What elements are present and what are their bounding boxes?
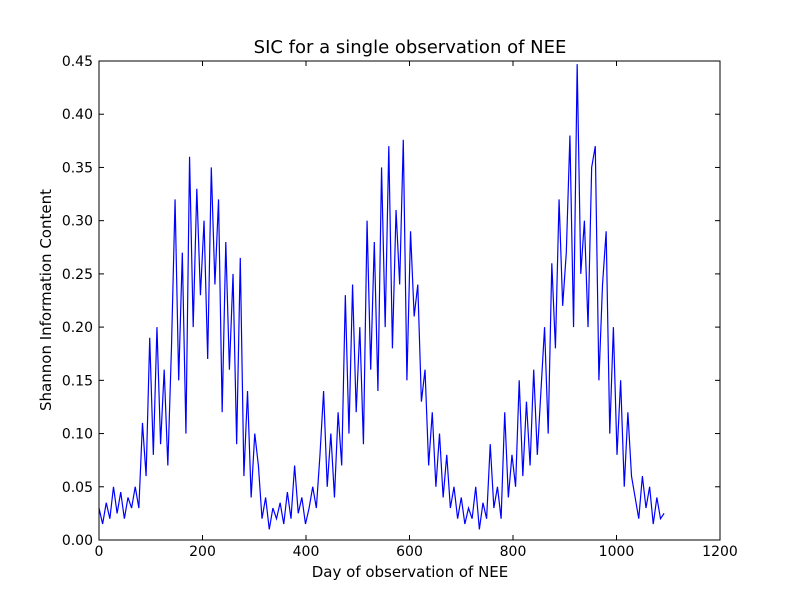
y-tick-label: 0.00 bbox=[62, 533, 93, 549]
y-tick-label: 0.15 bbox=[62, 373, 93, 389]
y-tick-label: 0.40 bbox=[62, 107, 93, 123]
x-tick-label: 400 bbox=[293, 544, 320, 560]
y-tick-label: 0.05 bbox=[62, 480, 93, 496]
x-tick-label: 800 bbox=[500, 544, 527, 560]
y-tick-label: 0.35 bbox=[62, 160, 93, 176]
line bbox=[98, 64, 665, 530]
chart-title: SIC for a single observation of NEE bbox=[254, 37, 567, 58]
y-tick-label: 0.10 bbox=[62, 427, 93, 443]
y-tick-label: 0.45 bbox=[62, 54, 93, 70]
x-tick-label: 1200 bbox=[702, 544, 738, 560]
y-tick-label: 0.20 bbox=[62, 320, 93, 336]
x-axis-label: Day of observation of NEE bbox=[312, 563, 509, 581]
x-tick-label: 1000 bbox=[599, 544, 635, 560]
y-tick-label: 0.25 bbox=[62, 267, 93, 283]
y-tick-label: 0.30 bbox=[62, 214, 93, 230]
x-tick-label: 600 bbox=[396, 544, 423, 560]
plot-frame bbox=[98, 60, 721, 541]
x-tick-label: 200 bbox=[189, 544, 216, 560]
x-tick-label: 0 bbox=[95, 544, 104, 560]
y-axis-label: Shannon Information Content bbox=[37, 189, 55, 411]
